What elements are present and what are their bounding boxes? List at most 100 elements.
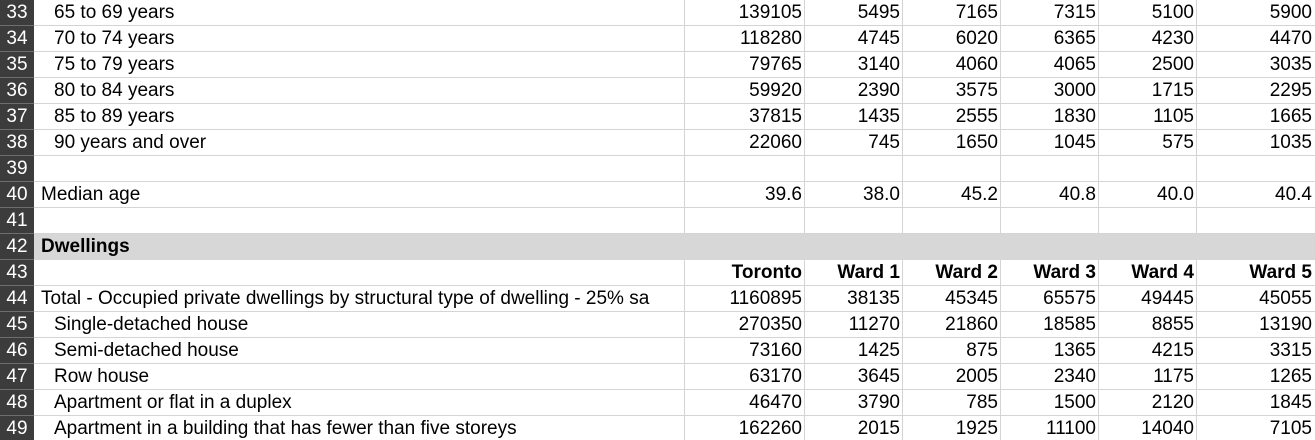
value-cell[interactable]: 14040	[1099, 416, 1197, 440]
value-cell[interactable]: 1435	[805, 104, 903, 130]
row-label-cell[interactable]	[34, 260, 685, 286]
value-cell[interactable]: 2340	[1001, 364, 1099, 390]
value-cell[interactable]: 7165	[903, 0, 1001, 26]
value-cell[interactable]: 2295	[1197, 78, 1315, 104]
section-title[interactable]: Dwellings	[34, 234, 685, 260]
row-number[interactable]: 41	[0, 208, 34, 234]
row-number[interactable]: 33	[0, 0, 34, 26]
row-number[interactable]: 49	[0, 416, 34, 440]
row-label-cell[interactable]: 80 to 84 years	[34, 78, 685, 104]
value-cell[interactable]: 3790	[805, 390, 903, 416]
row-number[interactable]: 42	[0, 234, 34, 260]
value-cell[interactable]: 2120	[1099, 390, 1197, 416]
row-number[interactable]: 34	[0, 26, 34, 52]
value-cell[interactable]: 1665	[1197, 104, 1315, 130]
row-label-cell[interactable]: 75 to 79 years	[34, 52, 685, 78]
value-cell[interactable]: 37815	[685, 104, 805, 130]
value-cell[interactable]: 4470	[1197, 26, 1315, 52]
value-cell[interactable]: 79765	[685, 52, 805, 78]
value-cell[interactable]: 2015	[805, 416, 903, 440]
value-cell[interactable]: 5900	[1197, 0, 1315, 26]
value-cell[interactable]	[1099, 208, 1197, 234]
value-cell[interactable]: 2555	[903, 104, 1001, 130]
value-cell[interactable]: 4065	[1001, 52, 1099, 78]
row-number[interactable]: 47	[0, 364, 34, 390]
column-header-cell[interactable]: Ward 5	[1197, 260, 1315, 286]
column-header-cell[interactable]: Toronto	[685, 260, 805, 286]
value-cell[interactable]: 11100	[1001, 416, 1099, 440]
value-cell[interactable]: 63170	[685, 364, 805, 390]
value-cell[interactable]: 45345	[903, 286, 1001, 312]
value-cell[interactable]	[1197, 234, 1315, 260]
value-cell[interactable]: 1160895	[685, 286, 805, 312]
value-cell[interactable]: 59920	[685, 78, 805, 104]
value-cell[interactable]: 1265	[1197, 364, 1315, 390]
value-cell[interactable]: 40.8	[1001, 182, 1099, 208]
value-cell[interactable]: 5100	[1099, 0, 1197, 26]
value-cell[interactable]: 2005	[903, 364, 1001, 390]
value-cell[interactable]: 575	[1099, 130, 1197, 156]
value-cell[interactable]: 3645	[805, 364, 903, 390]
row-number[interactable]: 39	[0, 156, 34, 182]
value-cell[interactable]: 139105	[685, 0, 805, 26]
value-cell[interactable]: 1500	[1001, 390, 1099, 416]
value-cell[interactable]: 6020	[903, 26, 1001, 52]
value-cell[interactable]: 45055	[1197, 286, 1315, 312]
row-number[interactable]: 48	[0, 390, 34, 416]
row-number[interactable]: 37	[0, 104, 34, 130]
value-cell[interactable]	[685, 234, 805, 260]
value-cell[interactable]: 3000	[1001, 78, 1099, 104]
value-cell[interactable]: 1105	[1099, 104, 1197, 130]
value-cell[interactable]: 2500	[1099, 52, 1197, 78]
row-label-cell[interactable]: Row house	[34, 364, 685, 390]
value-cell[interactable]	[805, 208, 903, 234]
value-cell[interactable]: 1365	[1001, 338, 1099, 364]
value-cell[interactable]: 6365	[1001, 26, 1099, 52]
value-cell[interactable]: 46470	[685, 390, 805, 416]
value-cell[interactable]: 1845	[1197, 390, 1315, 416]
value-cell[interactable]	[1001, 156, 1099, 182]
value-cell[interactable]: 1830	[1001, 104, 1099, 130]
row-label-cell[interactable]: Single-detached house	[34, 312, 685, 338]
value-cell[interactable]: 270350	[685, 312, 805, 338]
value-cell[interactable]	[1197, 208, 1315, 234]
value-cell[interactable]: 2390	[805, 78, 903, 104]
value-cell[interactable]: 1175	[1099, 364, 1197, 390]
value-cell[interactable]: 22060	[685, 130, 805, 156]
row-number[interactable]: 36	[0, 78, 34, 104]
value-cell[interactable]: 118280	[685, 26, 805, 52]
value-cell[interactable]	[1099, 234, 1197, 260]
value-cell[interactable]	[903, 234, 1001, 260]
row-number[interactable]: 43	[0, 260, 34, 286]
value-cell[interactable]	[1001, 208, 1099, 234]
value-cell[interactable]: 1045	[1001, 130, 1099, 156]
value-cell[interactable]	[685, 156, 805, 182]
value-cell[interactable]: 3575	[903, 78, 1001, 104]
value-cell[interactable]	[1197, 156, 1315, 182]
row-number[interactable]: 35	[0, 52, 34, 78]
value-cell[interactable]: 8855	[1099, 312, 1197, 338]
row-label-cell[interactable]: 65 to 69 years	[34, 0, 685, 26]
value-cell[interactable]: 7105	[1197, 416, 1315, 440]
row-number[interactable]: 40	[0, 182, 34, 208]
value-cell[interactable]: 73160	[685, 338, 805, 364]
value-cell[interactable]	[903, 208, 1001, 234]
value-cell[interactable]: 21860	[903, 312, 1001, 338]
value-cell[interactable]: 3315	[1197, 338, 1315, 364]
value-cell[interactable]: 7315	[1001, 0, 1099, 26]
value-cell[interactable]: 18585	[1001, 312, 1099, 338]
value-cell[interactable]: 11270	[805, 312, 903, 338]
value-cell[interactable]: 4745	[805, 26, 903, 52]
column-header-cell[interactable]: Ward 1	[805, 260, 903, 286]
value-cell[interactable]: 38.0	[805, 182, 903, 208]
value-cell[interactable]: 1650	[903, 130, 1001, 156]
value-cell[interactable]: 3035	[1197, 52, 1315, 78]
value-cell[interactable]: 1425	[805, 338, 903, 364]
value-cell[interactable]: 1925	[903, 416, 1001, 440]
value-cell[interactable]: 3140	[805, 52, 903, 78]
row-label-cell[interactable]: Apartment or flat in a duplex	[34, 390, 685, 416]
value-cell[interactable]	[805, 234, 903, 260]
row-label-cell[interactable]	[34, 156, 685, 182]
value-cell[interactable]: 13190	[1197, 312, 1315, 338]
row-label-cell[interactable]	[34, 208, 685, 234]
